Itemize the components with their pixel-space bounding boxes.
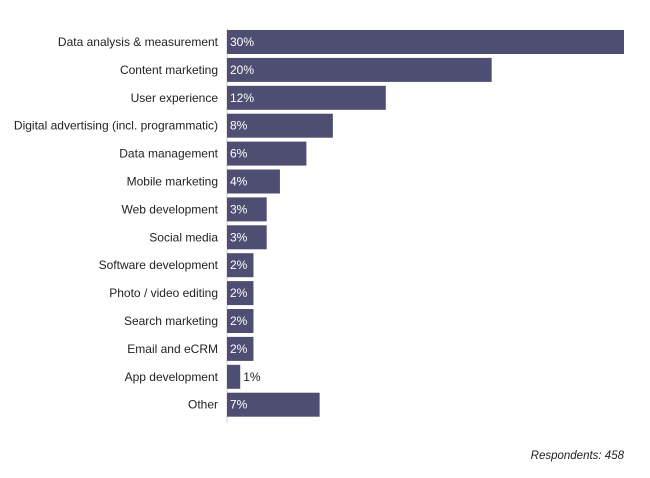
respondents-note: Respondents: 458 [530, 450, 624, 462]
bar [227, 225, 267, 250]
bar [227, 113, 333, 138]
category-label: Email and eCRM [127, 342, 218, 356]
category-label: Mobile marketing [127, 175, 218, 189]
value-label: 2% [230, 258, 248, 272]
bar [227, 392, 320, 417]
value-label: 2% [230, 342, 248, 356]
category-label: Data analysis & measurement [58, 35, 219, 49]
value-label: 1% [243, 370, 261, 384]
value-label: 7% [230, 398, 248, 412]
category-label: Search marketing [124, 314, 218, 328]
bar [227, 85, 386, 110]
category-label: Photo / video editing [109, 286, 218, 300]
bar [227, 141, 307, 166]
value-label: 12% [230, 91, 254, 105]
value-label: 30% [230, 35, 254, 49]
bar [227, 364, 241, 389]
category-label: Content marketing [120, 63, 218, 77]
category-label: Other [188, 398, 218, 412]
value-label: 8% [230, 119, 248, 133]
category-label: Web development [121, 202, 218, 216]
bar [227, 57, 492, 82]
value-label: 20% [230, 63, 254, 77]
category-label: Data management [119, 147, 218, 161]
bar [227, 309, 254, 333]
category-label: Software development [99, 258, 219, 272]
category-label: User experience [131, 91, 219, 105]
value-label: 2% [230, 314, 248, 328]
bar [227, 253, 254, 278]
value-label: 3% [230, 230, 248, 244]
category-label: App development [125, 370, 219, 384]
bar [227, 281, 254, 306]
value-label: 3% [230, 202, 248, 216]
category-label: Social media [149, 230, 218, 244]
category-label: Digital advertising (incl. programmatic) [14, 119, 218, 133]
value-label: 4% [230, 175, 248, 189]
bar [227, 169, 280, 194]
value-label: 6% [230, 147, 248, 161]
value-label: 2% [230, 286, 248, 300]
bar [227, 197, 267, 222]
bar [227, 336, 254, 361]
bar [227, 30, 624, 54]
